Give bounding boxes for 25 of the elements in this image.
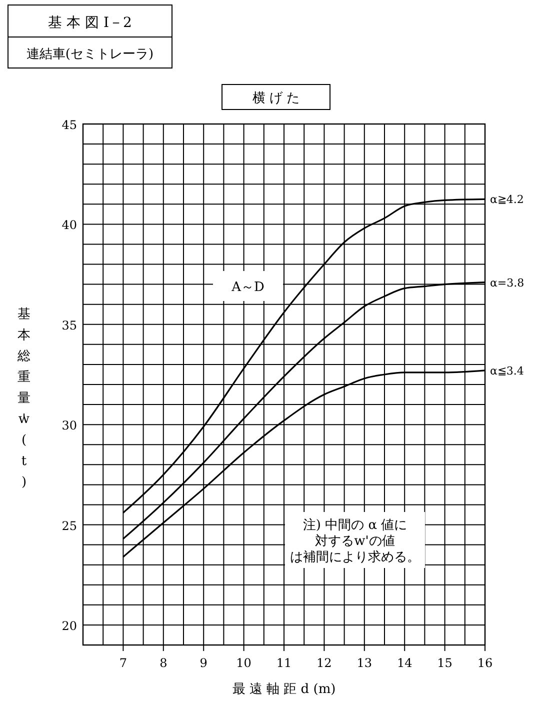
series-label: α=3.8 [490, 276, 524, 290]
series-label: α≧4.2 [490, 193, 524, 206]
chart-title: 基 本 図 I－2 [48, 15, 132, 31]
x-tick-label: 7 [119, 656, 128, 670]
x-tick-label: 10 [236, 656, 252, 670]
x-tick-label: 9 [200, 656, 208, 670]
y-tick-label: 30 [62, 418, 77, 433]
x-axis-title: 最 遠 軸 距 d (m) [232, 682, 336, 697]
annotation: 注) 中間の α 値に対するw'の値は補間により求める。 [290, 518, 420, 565]
text: 横 げ た [252, 91, 300, 106]
x-tick-label: 15 [437, 656, 452, 670]
x-tick-label: 13 [356, 656, 372, 670]
y-tick-label: 25 [62, 518, 77, 533]
series-label: α≦3.4 [490, 364, 524, 378]
x-tick-label: 11 [276, 656, 292, 670]
x-tick-label: 12 [316, 656, 332, 670]
y-tick-label: 35 [62, 318, 77, 332]
x-tick-label: 16 [477, 656, 493, 670]
y-tick-label: 40 [62, 218, 77, 232]
y-tick-label: 20 [62, 618, 77, 633]
x-tick-label: 8 [160, 656, 168, 670]
chart-subtitle: 連結車(セミトレーラ) [26, 47, 154, 62]
y-tick-label: 45 [62, 118, 77, 132]
x-tick-label: 14 [396, 656, 413, 670]
annotation: A～D [230, 280, 264, 295]
